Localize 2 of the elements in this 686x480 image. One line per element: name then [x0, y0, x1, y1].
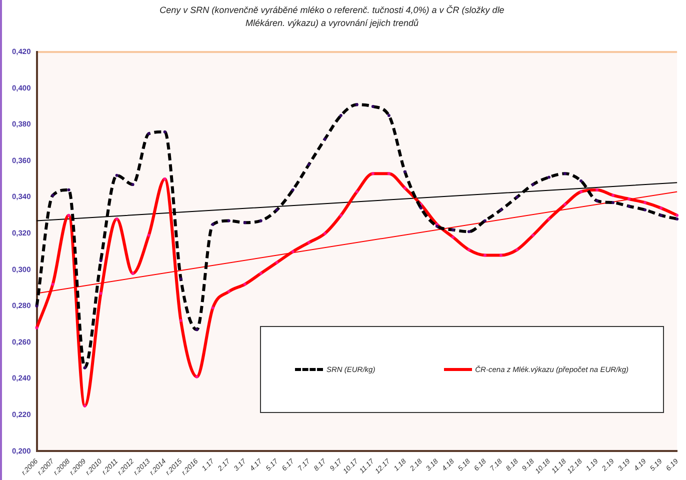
- chart-title: Ceny v SRN (konvenčně vyráběné mléko o referenč. tučnosti 4,0%) a v ČR (složky dle Mlékáren. výkazu) a vyrovnání jejich trendů: [158, 4, 506, 30]
- line-series: [35, 172, 679, 408]
